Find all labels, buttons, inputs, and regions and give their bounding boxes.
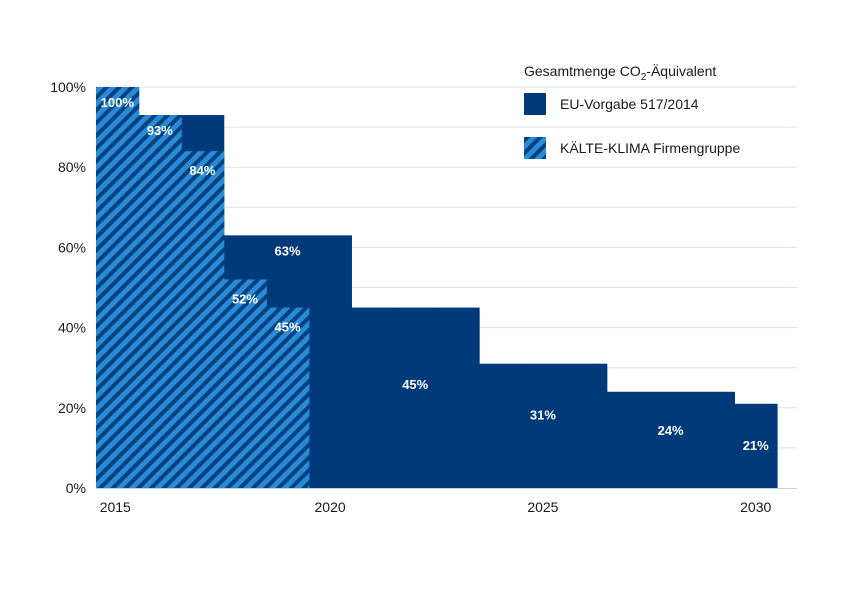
bar-eu-2021 bbox=[351, 307, 395, 488]
data-label-kk-2017: 84% bbox=[189, 163, 215, 178]
bar-eu-2029 bbox=[691, 391, 736, 488]
data-label-eu-2022: 45% bbox=[402, 377, 428, 392]
bar-eu-2022 bbox=[393, 307, 438, 488]
bar-kaelte-klima-2019 bbox=[266, 307, 310, 488]
bar-eu-2026 bbox=[564, 363, 608, 488]
legend-swatch-eu bbox=[524, 93, 546, 115]
bar-eu-2030 bbox=[734, 403, 778, 488]
bar-kaelte-klima-2017 bbox=[181, 151, 225, 488]
bar-eu-2028 bbox=[649, 391, 693, 488]
data-label-kk-2018: 52% bbox=[232, 291, 258, 306]
bar-kaelte-klima-2018 bbox=[223, 279, 267, 488]
data-label-eu-2030: 21% bbox=[743, 438, 769, 453]
x-tick-label: 2025 bbox=[527, 499, 558, 515]
x-tick-label: 2020 bbox=[315, 499, 346, 515]
legend-label-kaelte-klima: KÄLTE-KLIMA Firmengruppe bbox=[560, 140, 740, 156]
y-tick-label: 80% bbox=[58, 159, 86, 175]
axes: 0% 20% 40% 60% 80% 100% 2015 2020 2025 2030 bbox=[50, 79, 797, 515]
legend-swatch-kaelte-klima bbox=[524, 137, 546, 159]
bar-kaelte-klima-2015 bbox=[96, 87, 140, 488]
y-tick-label: 0% bbox=[66, 480, 86, 496]
bar-eu-2027 bbox=[606, 391, 650, 488]
x-tick-label: 2030 bbox=[740, 499, 771, 515]
data-label-eu-2015: 100% bbox=[101, 95, 135, 110]
x-tick-label: 2015 bbox=[100, 499, 131, 515]
bar-eu-2020 bbox=[308, 235, 352, 488]
data-labels: 100% 93% 63% 45% 31% 24% 21% 84% 52% 45% bbox=[101, 95, 770, 453]
y-tick-label: 100% bbox=[50, 79, 86, 95]
bar-eu-2024 bbox=[479, 363, 523, 488]
y-tick-label: 20% bbox=[58, 400, 86, 416]
bar-eu-2023 bbox=[436, 307, 480, 488]
bar-kaelte-klima-2016 bbox=[138, 115, 182, 488]
y-tick-label: 60% bbox=[58, 239, 86, 255]
data-label-eu-2028: 24% bbox=[658, 423, 684, 438]
legend-label-eu: EU-Vorgabe 517/2014 bbox=[560, 96, 699, 112]
bar-eu-2025 bbox=[521, 363, 565, 488]
legend-title: Gesamtmenge CO2-Äquivalent bbox=[524, 63, 716, 83]
y-tick-label: 40% bbox=[58, 320, 86, 336]
data-label-kk-2019: 45% bbox=[275, 320, 301, 335]
series-kaelte-klima bbox=[96, 87, 310, 488]
data-label-eu-2025: 31% bbox=[530, 408, 556, 423]
data-label-eu-2016: 93% bbox=[147, 123, 173, 138]
legend: Gesamtmenge CO2-Äquivalent EU-Vorgabe 51… bbox=[524, 63, 740, 159]
data-label-eu-2019: 63% bbox=[275, 243, 301, 258]
